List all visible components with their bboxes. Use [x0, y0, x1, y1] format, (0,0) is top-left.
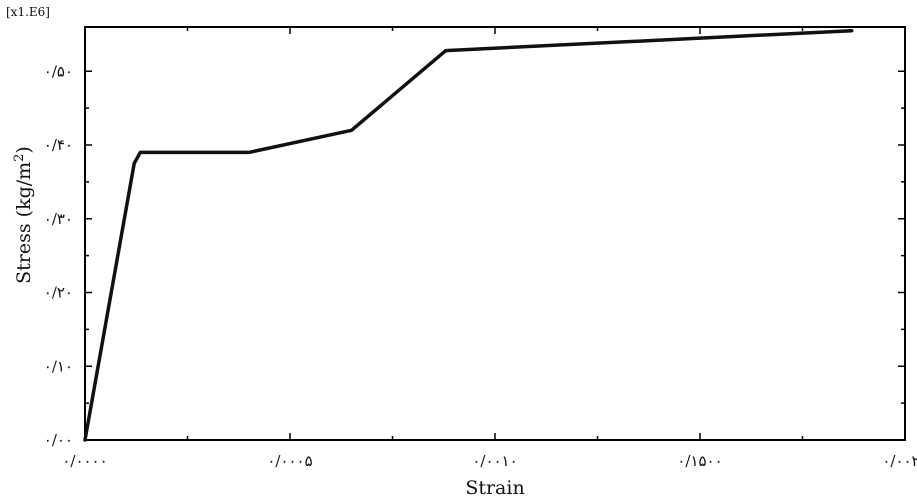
x-tick-label: ۰/۰۰۰۰ — [62, 452, 107, 470]
y-axis-label-close: ) — [13, 146, 35, 153]
y-tick-label: ۰/۴۰ — [44, 136, 73, 154]
y-tick-label: ۰/۳۰ — [44, 210, 73, 228]
series-group — [83, 28, 854, 442]
y-axis-multiplier: [x1.E6] — [6, 5, 50, 19]
y-axis-label: Stress (kg/m2) — [12, 146, 35, 284]
x-tick-label: ۰/۰۰۰۵ — [267, 452, 312, 470]
plot-frame — [84, 26, 906, 441]
y-axis-label-superscript: 2 — [12, 154, 27, 162]
y-tick-label: ۰/۱۰ — [44, 357, 73, 375]
y-tick-label: ۰/۰۰ — [44, 431, 73, 449]
x-axis-label: Strain — [465, 477, 524, 499]
x-tick-label: ۰/۰۰۱۰ — [472, 452, 517, 470]
y-tick-label: ۰/۲۰ — [44, 284, 73, 302]
stress-strain-line — [83, 28, 854, 442]
y-axis-label-main: Stress (kg/m — [13, 162, 35, 284]
y-tick-label: ۰/۵۰ — [44, 62, 73, 80]
x-tick-label: ۰/۱۵۰۰ — [677, 452, 722, 470]
y-axis-ticks: ۰/۰۰ ۰/۱۰ ۰/۲۰ ۰/۳۰ ۰/۴۰ ۰/۵۰ — [44, 62, 905, 449]
